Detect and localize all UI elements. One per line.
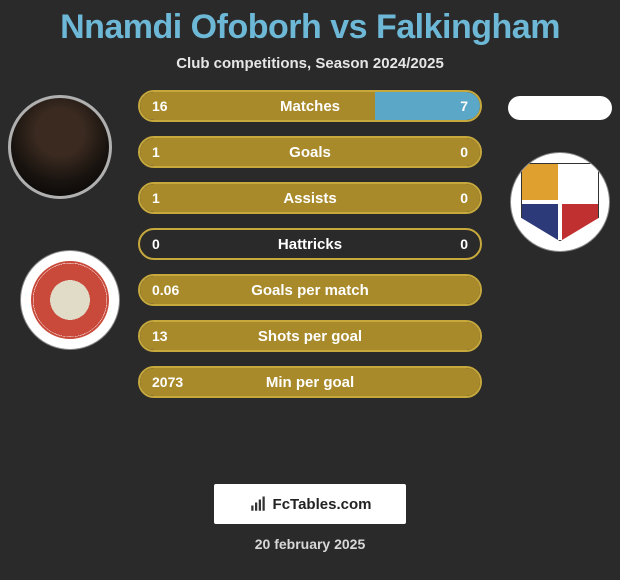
club-badge-icon [31, 261, 109, 339]
stat-row: 10Assists [138, 182, 482, 214]
stat-label: Min per goal [140, 374, 480, 391]
stat-label: Hattricks [140, 236, 480, 253]
club-badge-icon [521, 163, 599, 241]
player2-club-badge [510, 152, 610, 252]
stat-row: 00Hattricks [138, 228, 482, 260]
stat-label: Assists [140, 190, 480, 207]
comparison-stage: 167Matches 10Goals 10Assists 00Hattricks 0.0… [0, 90, 620, 470]
stat-row: 10Goals [138, 136, 482, 168]
stat-label: Goals [140, 144, 480, 161]
watermark-text: FcTables.com [273, 496, 372, 513]
chart-icon [249, 495, 267, 513]
stat-row: 2073Min per goal [138, 366, 482, 398]
player2-name: Falkingham [376, 8, 560, 46]
player2-avatar [508, 96, 612, 120]
player1-name: Nnamdi Ofoborh [60, 8, 321, 46]
player1-club-badge [20, 250, 120, 350]
stat-label: Matches [140, 98, 480, 115]
player1-avatar [8, 95, 112, 199]
vs-text: vs [330, 8, 367, 46]
date-text: 20 february 2025 [0, 536, 620, 552]
subtitle: Club competitions, Season 2024/2025 [0, 55, 620, 72]
stat-row: 167Matches [138, 90, 482, 122]
stat-row: 0.06Goals per match [138, 274, 482, 306]
comparison-title: Nnamdi Ofoborh vs Falkingham [0, 0, 620, 47]
stat-row: 13Shots per goal [138, 320, 482, 352]
stat-bars: 167Matches 10Goals 10Assists 00Hattricks 0.0… [138, 90, 482, 412]
watermark: FcTables.com [214, 484, 406, 524]
stat-label: Shots per goal [140, 328, 480, 345]
stat-label: Goals per match [140, 282, 480, 299]
